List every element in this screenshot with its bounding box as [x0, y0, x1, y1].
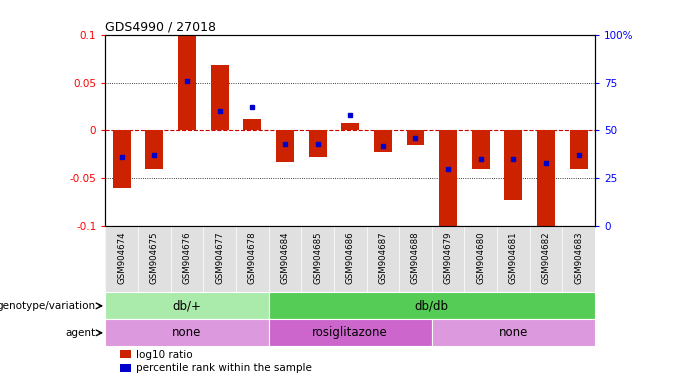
Text: db/db: db/db	[415, 300, 449, 312]
Bar	[269, 319, 432, 346]
Bar	[178, 36, 196, 131]
Text: GSM904684: GSM904684	[280, 232, 290, 284]
Text: genotype/variation: genotype/variation	[0, 301, 96, 311]
Text: GSM904682: GSM904682	[541, 232, 551, 284]
Bar	[505, 131, 522, 200]
Bar	[211, 65, 228, 131]
Text: GSM904681: GSM904681	[509, 232, 518, 284]
Text: agent: agent	[65, 328, 96, 338]
Bar	[276, 131, 294, 162]
Bar	[309, 131, 326, 157]
Text: db/+: db/+	[173, 300, 201, 312]
Bar	[570, 131, 588, 169]
Text: GSM904686: GSM904686	[345, 232, 355, 284]
Text: GSM904683: GSM904683	[574, 232, 583, 284]
Text: GSM904680: GSM904680	[476, 232, 486, 284]
Text: GSM904674: GSM904674	[117, 232, 126, 284]
Bar	[105, 292, 269, 319]
Text: GSM904679: GSM904679	[443, 232, 453, 284]
Bar	[113, 131, 131, 188]
Text: GSM904685: GSM904685	[313, 232, 322, 284]
Bar	[407, 131, 424, 145]
Text: none: none	[172, 326, 202, 339]
Text: GSM904676: GSM904676	[182, 232, 192, 284]
Bar	[243, 119, 261, 131]
Bar	[341, 123, 359, 131]
Text: GSM904687: GSM904687	[378, 232, 388, 284]
Text: none: none	[498, 326, 528, 339]
Bar	[374, 131, 392, 152]
Text: rosiglitazone: rosiglitazone	[312, 326, 388, 339]
Text: GDS4990 / 27018: GDS4990 / 27018	[105, 20, 216, 33]
Bar	[439, 131, 457, 227]
Text: GSM904678: GSM904678	[248, 232, 257, 284]
Text: GSM904688: GSM904688	[411, 232, 420, 284]
Bar	[105, 319, 269, 346]
Bar	[537, 131, 555, 227]
Legend: log10 ratio, percentile rank within the sample: log10 ratio, percentile rank within the …	[120, 350, 312, 373]
Bar	[432, 319, 595, 346]
Text: GSM904675: GSM904675	[150, 232, 159, 284]
Bar	[269, 292, 595, 319]
Text: GSM904677: GSM904677	[215, 232, 224, 284]
Bar	[472, 131, 490, 169]
Bar	[146, 131, 163, 169]
